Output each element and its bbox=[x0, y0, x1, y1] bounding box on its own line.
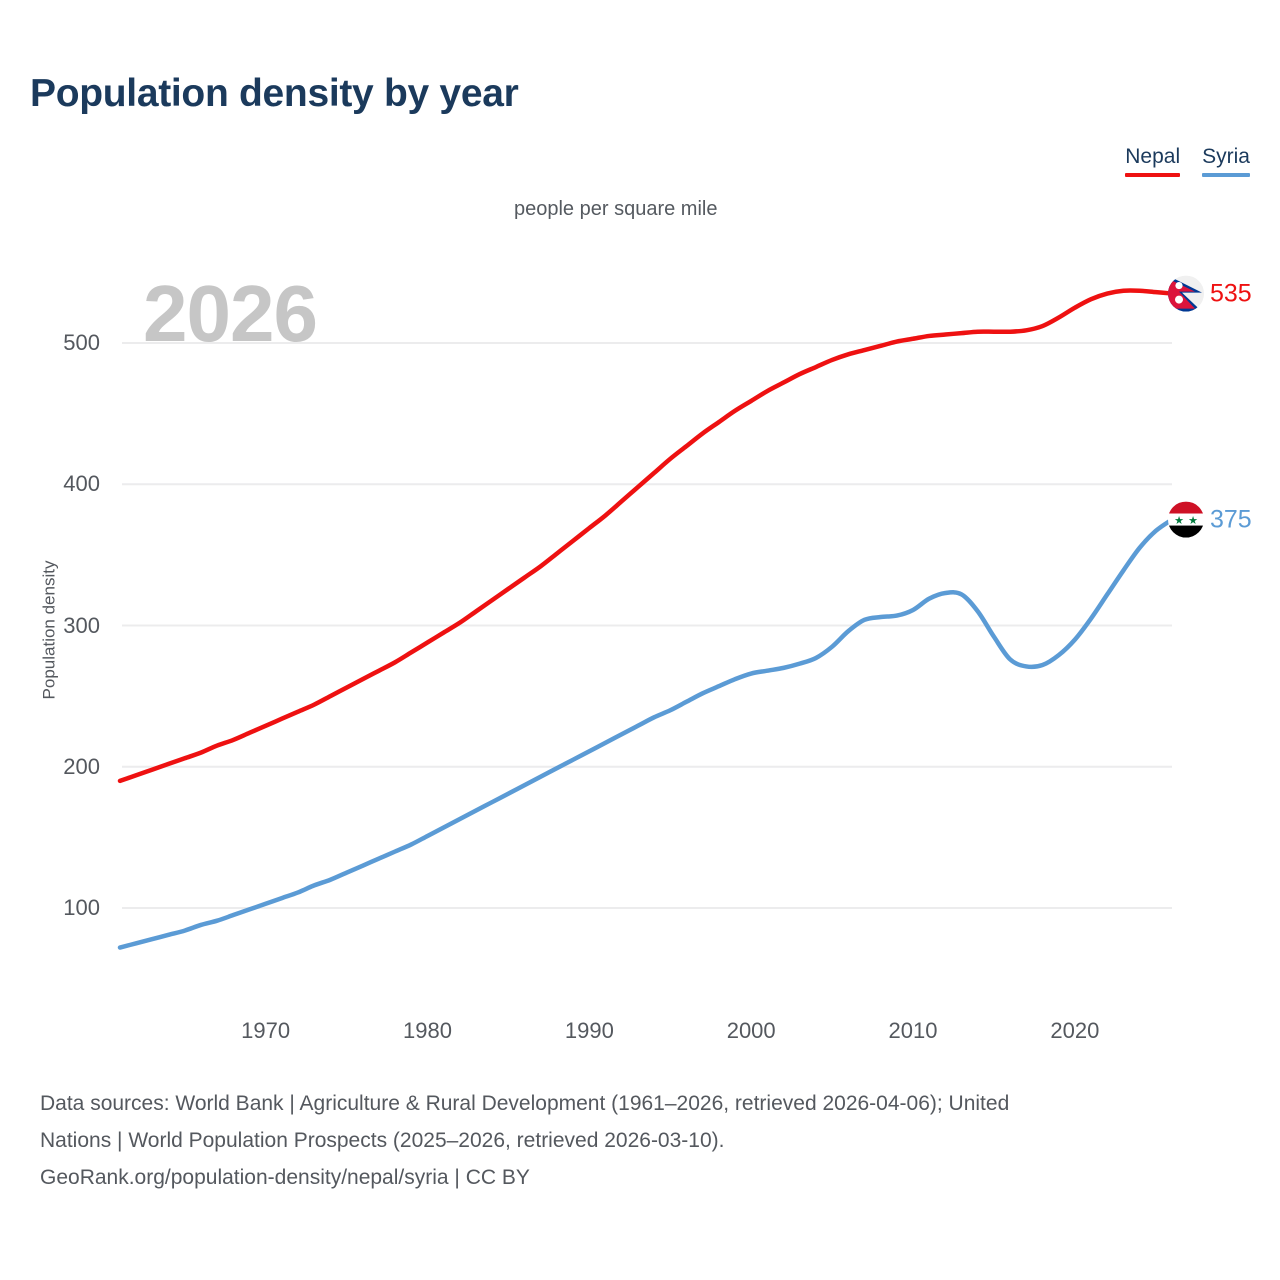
legend-item-syria[interactable]: Syria bbox=[1202, 145, 1250, 177]
y-tick-label: 400 bbox=[63, 471, 100, 497]
x-tick-label: 1990 bbox=[564, 1018, 614, 1043]
flag-markers: ★ ★ bbox=[1168, 275, 1204, 538]
svg-text:★: ★ bbox=[1174, 515, 1184, 527]
year-watermark: 2026 bbox=[143, 269, 318, 358]
y-tick-label: 200 bbox=[63, 753, 100, 779]
x-tick-label: 2020 bbox=[1050, 1018, 1100, 1043]
nepal-flag-icon bbox=[1168, 275, 1204, 312]
line-series-nepal bbox=[117, 288, 1175, 784]
data-lines bbox=[117, 288, 1175, 950]
chart-footer: Data sources: World Bank | Agriculture &… bbox=[40, 1085, 1220, 1196]
end-value-syria: 375 bbox=[1210, 505, 1252, 534]
gridlines bbox=[122, 342, 1172, 909]
y-tick-label: 300 bbox=[63, 612, 100, 638]
legend-label-syria: Syria bbox=[1202, 145, 1250, 168]
syria-flag-icon: ★ ★ bbox=[1168, 501, 1204, 538]
line-series-syria bbox=[117, 517, 1175, 950]
x-tick-label: 2010 bbox=[888, 1018, 938, 1043]
legend-rule-nepal bbox=[1125, 173, 1181, 177]
svg-text:★: ★ bbox=[1188, 515, 1198, 527]
x-tick-label: 2000 bbox=[726, 1018, 776, 1043]
x-tick-label: 1980 bbox=[403, 1018, 452, 1043]
footer-line-2: Nations | World Population Prospects (20… bbox=[40, 1129, 725, 1152]
end-value-nepal: 535 bbox=[1210, 279, 1252, 308]
chart-subtitle: people per square mile bbox=[514, 198, 718, 220]
chart-legend: Nepal Syria bbox=[1125, 145, 1250, 177]
y-tick-label: 100 bbox=[63, 895, 100, 920]
footer-line-3: GeoRank.org/population-density/nepal/syr… bbox=[40, 1166, 530, 1189]
legend-label-nepal: Nepal bbox=[1125, 145, 1181, 168]
legend-item-nepal[interactable]: Nepal bbox=[1125, 145, 1181, 177]
x-tick-label: 1970 bbox=[241, 1018, 291, 1043]
page-title: Population density by year bbox=[30, 72, 519, 115]
y-tick-label: 500 bbox=[63, 330, 100, 355]
footer-line-1: Data sources: World Bank | Agriculture &… bbox=[40, 1092, 1010, 1115]
legend-rule-syria bbox=[1202, 173, 1250, 177]
